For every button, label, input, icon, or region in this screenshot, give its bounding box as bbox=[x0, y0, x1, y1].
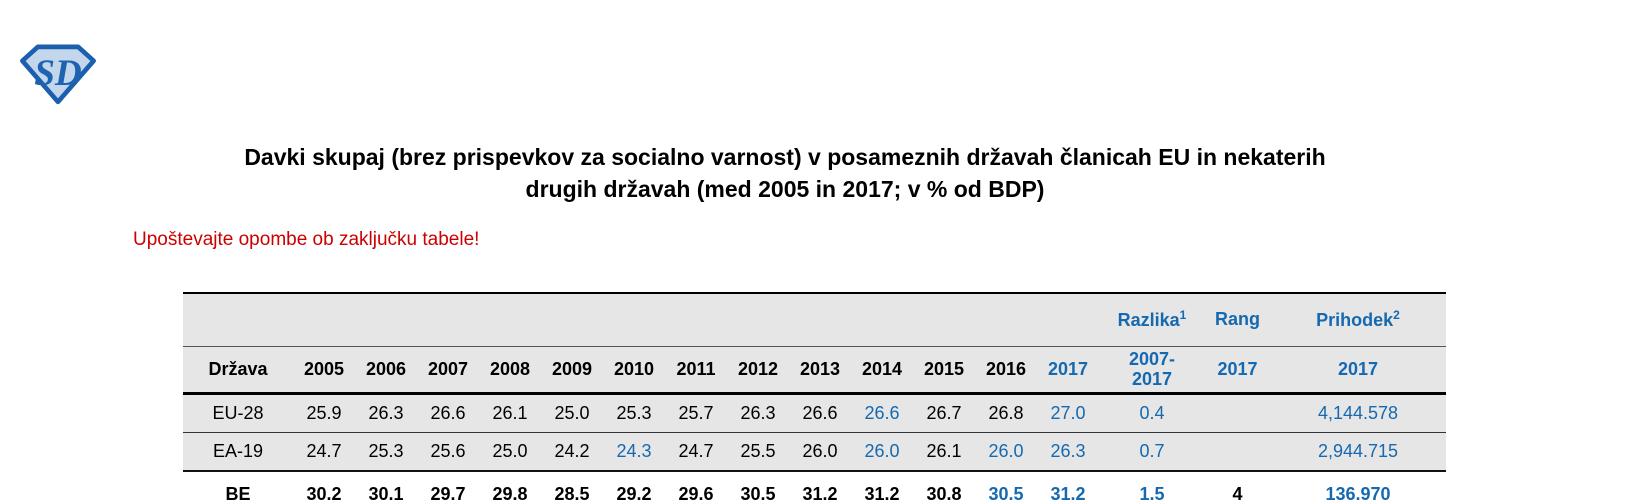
table-row-ea19: EA-19 24.7 25.3 25.6 25.0 24.2 24.3 24.7… bbox=[183, 432, 1446, 472]
col-header-2016: 2016 bbox=[975, 346, 1037, 395]
group-header-razlika-label: Razlika bbox=[1117, 310, 1180, 331]
row-label: EA-19 bbox=[183, 432, 293, 472]
table-cell: 30.5 bbox=[975, 471, 1037, 503]
page-title-line2: drugih državah (med 2005 in 2017; v % od… bbox=[525, 176, 1045, 202]
col-header-razlika-period: 2007- 2017 bbox=[1099, 346, 1205, 395]
group-header-razlika: Razlika1 bbox=[1099, 292, 1205, 347]
table-cell: 26.1 bbox=[479, 393, 541, 433]
col-header-prihodek-year: 2017 bbox=[1270, 346, 1446, 395]
razlika-period-line1: 2007- bbox=[1128, 349, 1176, 369]
table-cell: 26.0 bbox=[975, 432, 1037, 472]
table-cell-razlika: 1.5 bbox=[1099, 471, 1205, 503]
table-cell: 29.6 bbox=[665, 471, 727, 503]
table-cell: 31.2 bbox=[789, 471, 851, 503]
tax-table: Razlika1 Rang Prihodek2 Država 2005 2006… bbox=[183, 292, 1446, 503]
table-cell: 26.3 bbox=[727, 393, 789, 433]
col-header-2008: 2008 bbox=[479, 346, 541, 395]
col-header-rang-year: 2017 bbox=[1205, 346, 1270, 395]
table-cell: 28.5 bbox=[541, 471, 603, 503]
col-header-2013: 2013 bbox=[789, 346, 851, 395]
table-cell: 25.3 bbox=[603, 393, 665, 433]
table-cell-rang: 4 bbox=[1205, 471, 1270, 503]
table-cell: 25.9 bbox=[293, 393, 355, 433]
table-cell: 25.0 bbox=[541, 393, 603, 433]
table-cell: 30.1 bbox=[355, 471, 417, 503]
table-cell: 27.0 bbox=[1037, 393, 1099, 433]
group-header-rang-label: Rang bbox=[1215, 309, 1260, 330]
table-cell-prihodek: 4,144.578 bbox=[1270, 393, 1446, 433]
table-cell: 26.7 bbox=[913, 393, 975, 433]
table-cell: 26.3 bbox=[355, 393, 417, 433]
group-header-prihodek-label: Prihodek bbox=[1316, 310, 1394, 331]
table-cell-razlika: 0.4 bbox=[1099, 393, 1205, 433]
logo-letters: SD bbox=[34, 53, 82, 94]
group-header-prihodek: Prihodek2 bbox=[1270, 292, 1446, 347]
table-cell: 31.2 bbox=[851, 471, 913, 503]
table-cell: 26.1 bbox=[913, 432, 975, 472]
table-cell-prihodek: 2,944.715 bbox=[1270, 432, 1446, 472]
table-cell: 26.6 bbox=[417, 393, 479, 433]
table-cell-rang bbox=[1205, 432, 1270, 472]
table-row-be: BE 30.2 30.1 29.7 29.8 28.5 29.2 29.6 30… bbox=[183, 471, 1446, 503]
table-cell: 30.2 bbox=[293, 471, 355, 503]
col-header-2017: 2017 bbox=[1037, 346, 1099, 395]
table-cell-rang bbox=[1205, 393, 1270, 433]
table-cell: 26.6 bbox=[851, 393, 913, 433]
row-label: BE bbox=[183, 471, 293, 503]
table-cell: 25.3 bbox=[355, 432, 417, 472]
col-header-2006: 2006 bbox=[355, 346, 417, 395]
table-cell: 29.8 bbox=[479, 471, 541, 503]
col-header-2012: 2012 bbox=[727, 346, 789, 395]
table-cell: 24.3 bbox=[603, 432, 665, 472]
col-header-2010: 2010 bbox=[603, 346, 665, 395]
table-cell: 26.0 bbox=[789, 432, 851, 472]
table-cell: 26.8 bbox=[975, 393, 1037, 433]
table-cell: 24.7 bbox=[293, 432, 355, 472]
table-group-header-row: Razlika1 Rang Prihodek2 bbox=[183, 292, 1446, 347]
table-cell: 24.7 bbox=[665, 432, 727, 472]
table-cell: 31.2 bbox=[1037, 471, 1099, 503]
col-header-2007: 2007 bbox=[417, 346, 479, 395]
table-row-eu28: EU-28 25.9 26.3 26.6 26.1 25.0 25.3 25.7… bbox=[183, 393, 1446, 433]
table-column-header-row: Država 2005 2006 2007 2008 2009 2010 201… bbox=[183, 346, 1446, 395]
col-header-2005: 2005 bbox=[293, 346, 355, 395]
footnote-ref-1: 1 bbox=[1179, 308, 1187, 323]
table-cell: 29.7 bbox=[417, 471, 479, 503]
row-label: EU-28 bbox=[183, 393, 293, 433]
notes-warning: Upoštevajte opombe ob zaključku tabele! bbox=[133, 229, 480, 250]
table-cell: 26.6 bbox=[789, 393, 851, 433]
table-cell: 29.2 bbox=[603, 471, 665, 503]
group-header-spacer bbox=[183, 292, 1099, 347]
table-cell: 24.2 bbox=[541, 432, 603, 472]
table-cell-prihodek: 136.970 bbox=[1270, 471, 1446, 503]
table-cell: 30.5 bbox=[727, 471, 789, 503]
razlika-period-line2: 2017 bbox=[1131, 369, 1173, 389]
table-cell: 25.5 bbox=[727, 432, 789, 472]
col-header-2015: 2015 bbox=[913, 346, 975, 395]
table-cell: 25.6 bbox=[417, 432, 479, 472]
sd-diamond-logo-icon: SD bbox=[20, 44, 96, 105]
table-cell: 25.0 bbox=[479, 432, 541, 472]
page-title-line1: Davki skupaj (brez prispevkov za socialn… bbox=[244, 144, 1326, 170]
footnote-ref-2: 2 bbox=[1393, 308, 1400, 323]
table-cell: 25.7 bbox=[665, 393, 727, 433]
col-header-2014: 2014 bbox=[851, 346, 913, 395]
table-cell: 30.8 bbox=[913, 471, 975, 503]
col-header-country: Država bbox=[183, 346, 293, 395]
group-header-rang: Rang bbox=[1205, 292, 1270, 347]
col-header-2009: 2009 bbox=[541, 346, 603, 395]
col-header-2011: 2011 bbox=[665, 346, 727, 395]
table-cell: 26.3 bbox=[1037, 432, 1099, 472]
table-cell-razlika: 0.7 bbox=[1099, 432, 1205, 472]
page-title: Davki skupaj (brez prispevkov za socialn… bbox=[133, 141, 1437, 205]
table-cell: 26.0 bbox=[851, 432, 913, 472]
